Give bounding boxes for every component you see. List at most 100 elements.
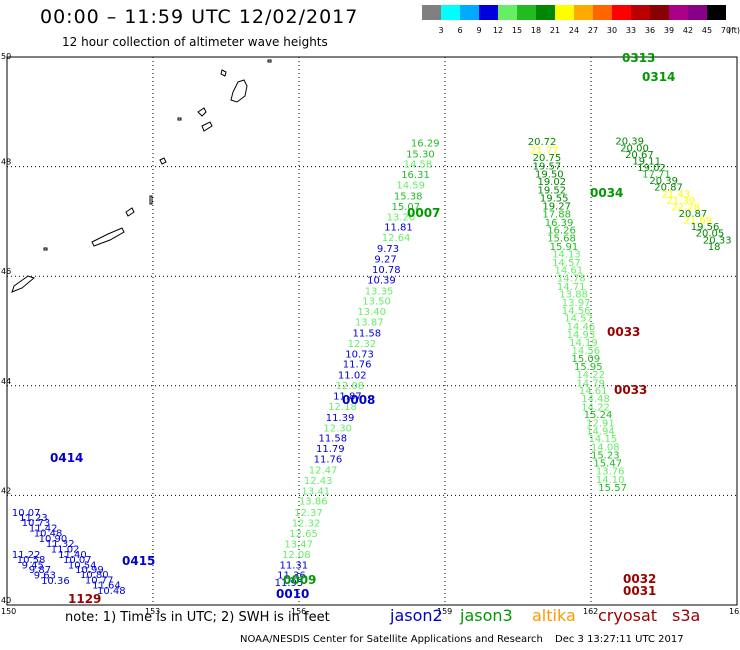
swh-value: 19.52 (537, 185, 566, 196)
swh-value: 19.27 (542, 201, 571, 212)
swh-value: 19.57 (533, 161, 562, 172)
legend-jason3: jason3 (460, 606, 513, 625)
legend-swatch (555, 5, 574, 20)
lon-tick-label: 159 (437, 607, 452, 616)
legend-label: 27 (587, 26, 599, 35)
swh-value: 15.23 (591, 451, 620, 462)
legend-label: 6 (457, 26, 463, 35)
swh-value: 14.10 (596, 475, 625, 486)
swh-value: 22.28 (671, 202, 700, 213)
notes-text: note: 1) Time is in UTC; 2) SWH is in fe… (65, 610, 330, 625)
legend-swatch (707, 5, 726, 20)
swh-value: 9.45 (22, 560, 44, 571)
swh-value: 19.56 (691, 222, 720, 233)
swh-value: 13.88 (559, 290, 588, 301)
chart-title: 00:00 – 11:59 UTC 12/02/2017 (40, 6, 359, 28)
lat-tick-label: 50 (1, 52, 11, 61)
swh-value: 12.08 (282, 550, 311, 561)
lon-tick-label: 150 (1, 607, 16, 616)
swh-value: 14.48 (581, 394, 610, 405)
swh-value: 11.58 (353, 328, 382, 339)
swh-value: 14.57 (552, 258, 581, 269)
swh-value: 20.39 (615, 137, 644, 148)
lat-tick-label: 42 (1, 486, 11, 495)
swh-value: 14.61 (555, 265, 584, 276)
legend-s3a: s3a (672, 606, 701, 625)
swh-value: 10.07 (63, 555, 92, 566)
swh-value: 15.09 (572, 354, 601, 365)
swh-value: 11.95 (275, 578, 304, 589)
swh-value: 10.39 (367, 275, 396, 286)
swh-value: 16.31 (401, 170, 430, 181)
swh-value: 14.56 (562, 306, 591, 317)
legend-swatch (441, 5, 460, 20)
swh-value: 10.80 (80, 570, 109, 581)
swh-value: 14.56 (572, 346, 601, 357)
swh-value: 17.71 (642, 170, 671, 181)
coast-segment-12 (149, 195, 153, 205)
swh-value: 20.67 (625, 150, 654, 161)
coast-segment-2 (230, 79, 248, 103)
swh-value: 11.81 (384, 223, 413, 234)
swh-value: 20.00 (620, 143, 649, 154)
swh-value: 13.40 (357, 307, 386, 318)
swh-value: 14.46 (567, 322, 596, 333)
track-time-tag: 0414 (50, 451, 83, 465)
swh-value: 11.22 (12, 550, 41, 561)
legend-altika: altika (532, 606, 576, 625)
track-time-tag: 0033 (607, 325, 640, 339)
coast-segment-7 (159, 157, 167, 165)
swh-value: 10.48 (34, 529, 63, 540)
legend-swatch (650, 5, 669, 20)
coast-segment-6 (177, 117, 182, 121)
swh-value: 16.39 (545, 218, 574, 229)
swh-value: 11.31 (280, 560, 309, 571)
swh-value: 10.54 (68, 560, 97, 571)
legend-label: 15 (511, 26, 523, 35)
legend-swatch (574, 5, 593, 20)
swh-value: 11.23 (19, 513, 48, 524)
swh-value: 10.58 (17, 555, 46, 566)
swh-value: 10.99 (75, 565, 104, 576)
swh-value: 13.87 (355, 318, 384, 329)
legend-label: 9 (476, 26, 482, 35)
swh-value: 9.63 (34, 571, 56, 582)
altimeter-tracks: 10.0711.2310.7311.4210.4810.9011.3211.02… (12, 51, 732, 606)
legend-label: 42 (682, 26, 694, 35)
legend-jason2: jason2 (390, 606, 443, 625)
track-time-tag: 0010 (276, 587, 309, 601)
coast-segment-3 (267, 59, 272, 63)
swh-value: 12.43 (304, 476, 333, 487)
legend-unit: (ft) (728, 26, 740, 35)
swh-value: 17.88 (542, 210, 571, 221)
lon-tick-label: 162 (583, 607, 598, 616)
track-time-tag: 0007 (407, 206, 440, 220)
swh-value: 14.08 (591, 442, 620, 453)
legend-label: 39 (663, 26, 675, 35)
map-frame (6, 56, 738, 606)
swh-value: 15.30 (406, 149, 435, 160)
lon-tick-label: 153 (145, 607, 160, 616)
swh-value: 11.79 (316, 444, 345, 455)
legend-label: 30 (606, 26, 618, 35)
track-time-tag: 0314 (642, 70, 675, 84)
swh-value: 11.76 (343, 360, 372, 371)
legend-swatch (460, 5, 479, 20)
swh-value: 9.27 (374, 255, 396, 266)
swh-value: 12.08 (336, 381, 365, 392)
coast-segment-4 (197, 107, 207, 117)
coast-segment-8 (125, 207, 135, 217)
swh-value: 20.87 (654, 183, 683, 194)
swh-value: 19.55 (540, 194, 569, 205)
swh-value: 14.59 (396, 181, 425, 192)
swh-value: 11.42 (29, 524, 58, 535)
track-time-tag: 0313 (622, 51, 655, 65)
track-time-tag: 0031 (623, 584, 656, 598)
swh-value: 15.07 (391, 202, 420, 213)
coast-segment-10 (43, 247, 48, 251)
swh-value: 15.95 (574, 362, 603, 373)
swh-value: 14.19 (569, 338, 598, 349)
swh-value: 20.75 (533, 153, 562, 164)
swh-value: 15.38 (394, 191, 423, 202)
